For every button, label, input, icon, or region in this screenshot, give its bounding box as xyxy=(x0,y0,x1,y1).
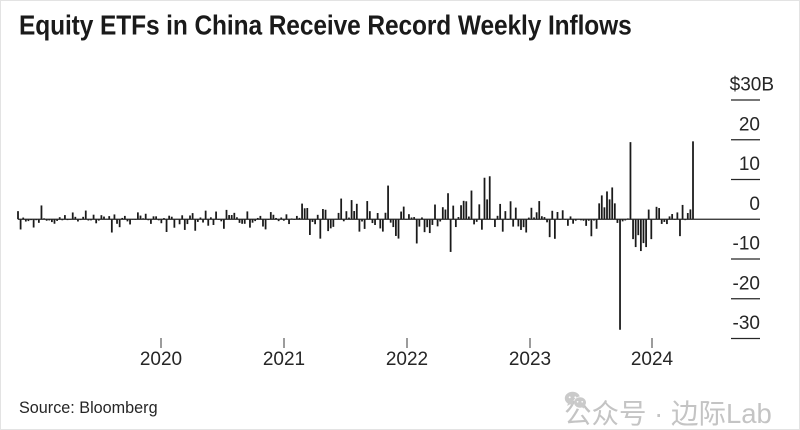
svg-text:10: 10 xyxy=(739,154,760,175)
svg-text:0: 0 xyxy=(749,194,760,215)
svg-text:$30B: $30B xyxy=(730,75,774,96)
svg-text:-10: -10 xyxy=(733,234,760,255)
svg-text:-20: -20 xyxy=(733,273,760,294)
svg-text:-30: -30 xyxy=(733,313,760,334)
svg-text:20: 20 xyxy=(739,114,760,135)
